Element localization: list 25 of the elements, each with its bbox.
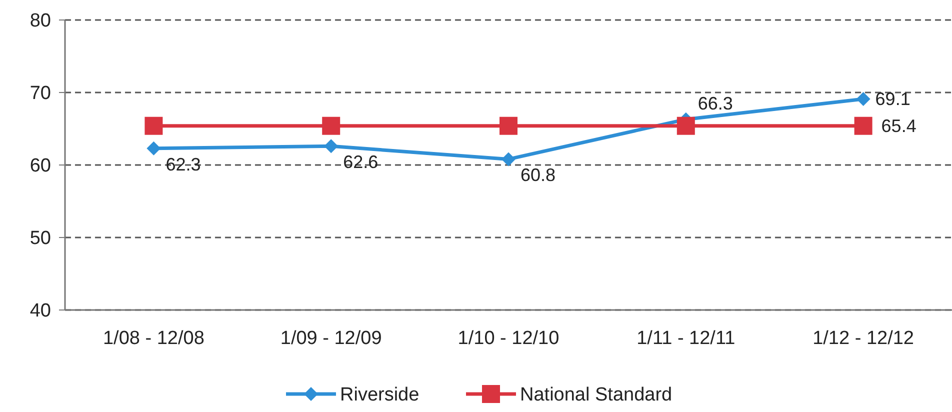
x-tick-label: 1/12 - 12/12 [812,328,914,349]
point [676,116,695,135]
point [856,92,870,106]
legend-label: National Standard [520,384,672,406]
point [146,141,161,156]
legend-label: Riverside [340,384,420,406]
data-label: 65.4 [881,116,916,136]
y-tick-label: 80 [30,10,51,32]
y-tick-label: 60 [30,156,51,177]
x-tick-label: 1/11 - 12/11 [636,328,736,349]
point [854,116,872,135]
point [500,116,518,135]
y-tick-label: 70 [30,83,51,104]
point [502,152,516,166]
y-tick-label: 50 [30,228,51,250]
x-tick-label: 1/08 - 12/08 [102,328,204,349]
x-tick-label: 1/09 - 12/09 [280,328,382,349]
point [324,139,338,154]
point [322,116,340,135]
x-tick-label: 1/10 - 12/10 [458,328,560,349]
data-label: 69.1 [875,89,910,110]
y-tick-label: 40 [30,300,51,322]
data-label: 60.8 [520,165,556,186]
data-label: 66.3 [698,93,733,114]
point [144,116,163,135]
